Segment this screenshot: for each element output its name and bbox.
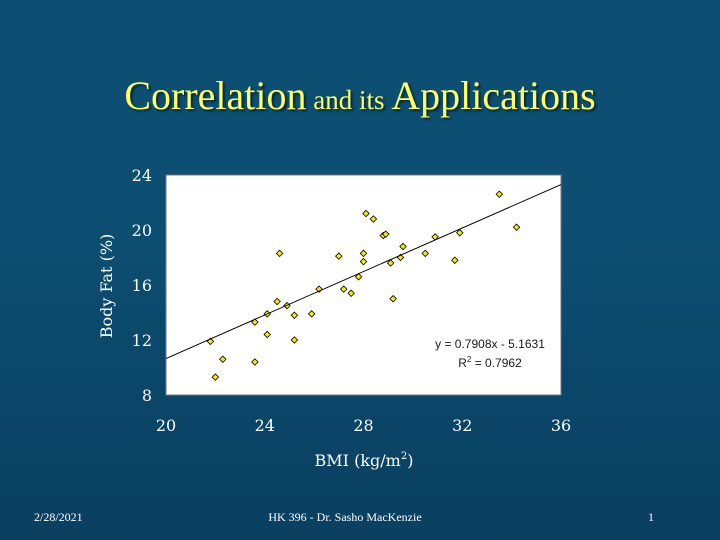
data-point: [335, 252, 343, 260]
footer-page-number: 1: [648, 510, 654, 524]
y-tick-label: 16: [132, 276, 152, 295]
data-point: [359, 249, 368, 258]
slide-title: Correlation and its Applications: [0, 72, 720, 119]
data-point: [359, 257, 368, 266]
x-tick-label: 20: [156, 416, 176, 435]
x-axis-label-end: ): [407, 451, 413, 470]
data-point: [456, 228, 464, 237]
trendline: [165, 184, 562, 359]
data-point: [495, 190, 504, 199]
title-word-correlation: Correlation: [124, 73, 307, 118]
data-point: [421, 249, 429, 258]
data-point: [386, 259, 395, 267]
x-axis-label-text: BMI (kg/m: [315, 451, 401, 470]
data-points: [206, 190, 521, 381]
data-point: [290, 336, 299, 344]
data-point: [263, 330, 271, 339]
data-point: [307, 310, 316, 318]
data-point: [389, 294, 397, 303]
footer-course: HK 396 - Dr. Sasho MacKenzie: [268, 510, 422, 524]
x-axis-label-sup: 2: [401, 451, 407, 462]
x-tick-label: 36: [551, 416, 571, 435]
r-squared-label: R2 = 0.7962: [458, 355, 522, 370]
r-squared-value: = 0.7962: [471, 356, 522, 370]
title-word-applications: Applications: [391, 73, 596, 118]
data-point: [347, 289, 355, 298]
footer-date: 2/28/2021: [34, 510, 83, 524]
y-tick-label: 8: [142, 386, 152, 405]
y-tick-label: 20: [132, 221, 152, 240]
x-tick-label: 32: [452, 416, 472, 435]
data-point: [381, 230, 390, 238]
r-squared-sup: 2: [467, 355, 472, 364]
y-tick-label: 12: [132, 331, 152, 350]
plot-area: [165, 174, 562, 396]
trendline-equation: y = 0.7908x - 5.1631: [435, 337, 545, 351]
data-point: [219, 355, 227, 364]
x-axis-label: BMI (kg/m2): [315, 451, 414, 470]
r-squared-prefix: R: [458, 356, 467, 370]
x-tick-label: 24: [255, 416, 275, 435]
y-tick-labels: 8 12 16 20 24: [132, 166, 152, 405]
data-point: [362, 209, 370, 218]
data-point: [275, 249, 284, 258]
title-connector: and its: [306, 85, 392, 115]
data-point: [512, 223, 521, 232]
data-point: [369, 215, 378, 223]
data-point: [354, 272, 363, 281]
y-tick-label: 24: [132, 166, 152, 185]
data-point: [339, 285, 348, 293]
data-point: [290, 311, 299, 320]
x-tick-labels: 20 24 28 32 36: [156, 416, 571, 435]
data-point: [211, 373, 220, 381]
data-point: [251, 358, 259, 366]
data-point: [451, 256, 459, 265]
data-point: [399, 242, 407, 251]
x-tick-label: 28: [353, 416, 373, 435]
y-axis-label: Body Fat (%): [97, 234, 116, 339]
data-point: [273, 297, 281, 306]
